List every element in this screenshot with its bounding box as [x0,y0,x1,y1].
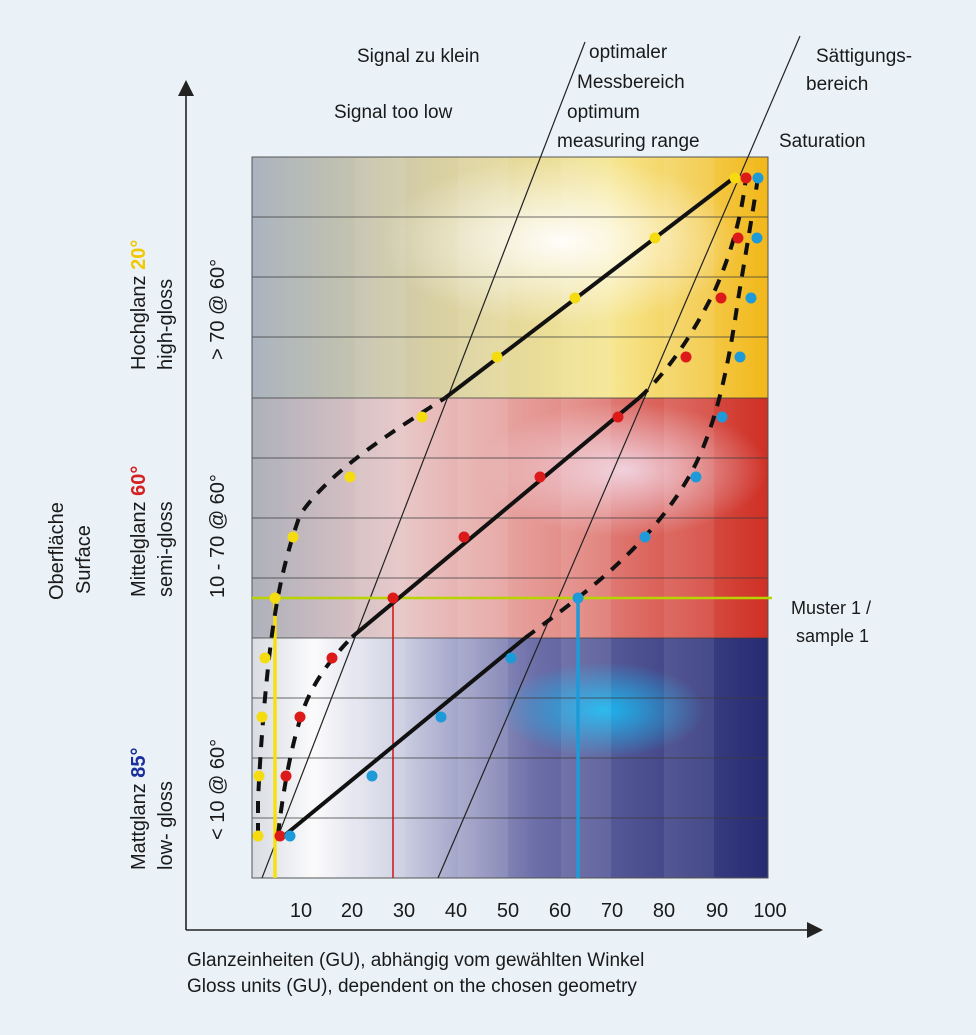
x-tick-90: 90 [706,900,728,922]
band-semi-en: semi-gloss [155,501,177,597]
x-axis-label: Glanzeinheiten (GU), abhängig vom gewähl… [187,950,644,997]
band-labels: Hochglanz 20° high-gloss > 70 @ 60° Mitt… [128,240,229,870]
x-tick-60: 60 [549,900,571,922]
label-optimum-de-1: optimaler [589,42,668,63]
dots-red [274,172,752,842]
header-labels: Signal zu klein Signal too low optimaler… [334,42,912,152]
band-low-de: Mattglanz 85° [128,747,150,870]
x-tick-labels: 10 20 30 40 50 60 70 80 90 100 [290,900,787,922]
dots-yellow [252,172,741,842]
sample-label-2: sample 1 [796,626,869,646]
sample-label-1: Muster 1 / [791,598,871,618]
label-saturation-de-1: Sättigungs- [816,46,912,67]
band-low-range: < 10 @ 60° [207,739,229,840]
band-semi-range: 10 - 70 @ 60° [207,474,229,598]
label-signal-low-de: Signal zu klein [357,46,480,67]
plot-frame [251,156,769,879]
curve-85deg [283,176,760,837]
band-high-range: > 70 @ 60° [207,259,229,360]
y-title-de: Oberfläche [46,502,68,600]
band-high-en: high-gloss [155,279,177,370]
sample-verticals [273,598,580,878]
label-saturation-de-2: bereich [806,74,868,95]
y-axis-title: Oberfläche Surface [46,502,95,600]
x-label-en: Gloss units (GU), dependent on the chose… [187,976,637,997]
dots-blue [284,172,764,842]
label-saturation-en: Saturation [779,131,866,152]
x-label-de: Glanzeinheiten (GU), abhängig vom gewähl… [187,950,644,971]
x-tick-50: 50 [497,900,519,922]
sample-label: Muster 1 / sample 1 [791,598,871,646]
label-optimum-en-2: measuring range [557,131,700,152]
x-tick-100: 100 [753,900,786,922]
x-tick-20: 20 [341,900,363,922]
x-tick-30: 30 [393,900,415,922]
label-optimum-de-2: Messbereich [577,72,685,93]
curve-20deg [256,175,737,835]
band-high-de: Hochglanz 20° [128,240,150,370]
label-optimum-en-1: optimum [567,102,640,123]
x-tick-70: 70 [601,900,623,922]
band-low-en: low- gloss [155,781,177,870]
y-title-en: Surface [73,525,95,594]
label-signal-low-en: Signal too low [334,102,453,123]
x-tick-80: 80 [653,900,675,922]
x-tick-40: 40 [445,900,467,922]
band-semi-de: Mittelglanz 60° [128,466,150,597]
x-tick-10: 10 [290,900,312,922]
grid-lines [252,216,768,819]
